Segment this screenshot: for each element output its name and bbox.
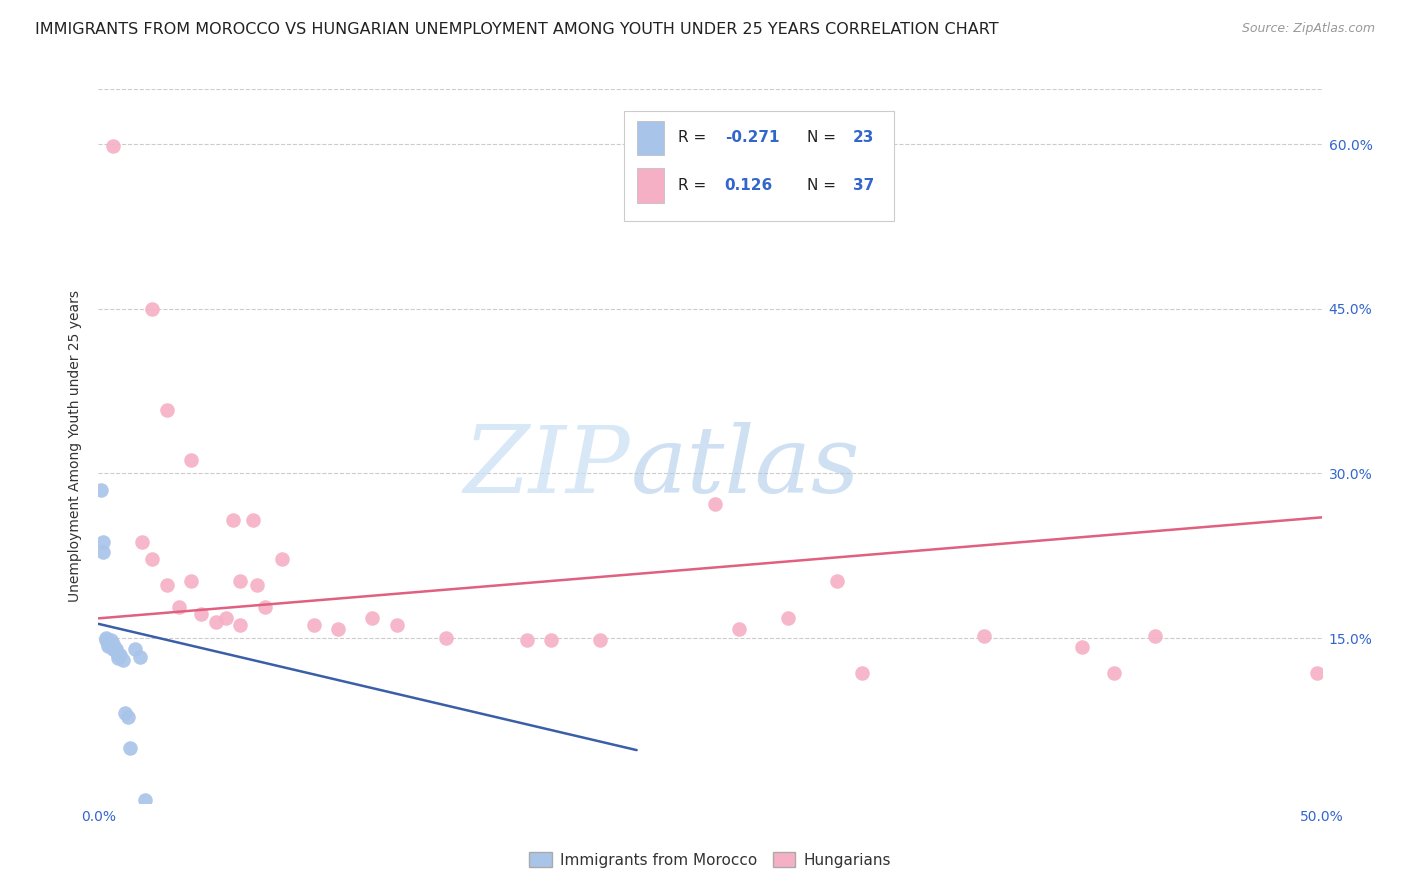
Point <box>229 574 252 588</box>
FancyBboxPatch shape <box>637 169 664 202</box>
Text: Source: ZipAtlas.com: Source: ZipAtlas.com <box>1241 22 1375 36</box>
Text: IMMIGRANTS FROM MOROCCO VS HUNGARIAN UNEMPLOYMENT AMONG YOUTH UNDER 25 YEARS COR: IMMIGRANTS FROM MOROCCO VS HUNGARIAN UNE… <box>35 22 998 37</box>
Point <box>728 623 751 637</box>
Text: 0.126: 0.126 <box>724 178 773 193</box>
Point <box>156 402 179 417</box>
Point <box>540 633 562 648</box>
Text: -0.271: -0.271 <box>724 130 779 145</box>
Point <box>1102 666 1125 681</box>
Point <box>385 618 408 632</box>
Point <box>229 618 252 632</box>
Point <box>973 629 995 643</box>
Point <box>1070 640 1092 654</box>
Point <box>100 633 122 648</box>
Point <box>242 512 264 526</box>
Point <box>253 600 276 615</box>
Text: R =: R = <box>678 130 711 145</box>
Point <box>114 706 136 720</box>
Point <box>214 611 236 625</box>
Point <box>141 552 163 566</box>
Text: R =: R = <box>678 178 716 193</box>
Point <box>90 483 112 497</box>
Point <box>97 637 120 651</box>
Point <box>190 607 212 621</box>
Point <box>110 648 132 662</box>
Point <box>120 740 142 755</box>
Point <box>101 139 124 153</box>
Point <box>302 618 325 632</box>
Point <box>434 631 457 645</box>
Point <box>703 497 725 511</box>
Point <box>180 574 202 588</box>
Text: N =: N = <box>807 178 841 193</box>
Text: 23: 23 <box>853 130 875 145</box>
Point <box>205 615 228 629</box>
Point <box>104 642 127 657</box>
Point <box>107 648 129 662</box>
Point <box>515 633 537 648</box>
Point <box>328 623 350 637</box>
Point <box>1144 629 1167 643</box>
Text: N =: N = <box>807 130 841 145</box>
Point <box>91 534 114 549</box>
Point <box>101 642 124 657</box>
Point <box>825 574 848 588</box>
Point <box>91 545 114 559</box>
Point <box>156 578 179 592</box>
Text: atlas: atlas <box>630 423 860 512</box>
Point <box>97 639 120 653</box>
Point <box>107 651 129 665</box>
Point <box>94 633 117 648</box>
Point <box>104 644 127 658</box>
Point <box>180 453 202 467</box>
Point <box>222 512 245 526</box>
Text: 37: 37 <box>853 178 875 193</box>
Point <box>117 710 139 724</box>
Point <box>131 534 153 549</box>
Point <box>124 642 146 657</box>
Text: ZIP: ZIP <box>464 423 630 512</box>
Legend: Immigrants from Morocco, Hungarians: Immigrants from Morocco, Hungarians <box>523 846 897 873</box>
Point <box>851 666 873 681</box>
Point <box>100 639 122 653</box>
Point <box>134 792 156 806</box>
Point <box>1306 666 1329 681</box>
Point <box>361 611 384 625</box>
Point <box>589 633 612 648</box>
FancyBboxPatch shape <box>624 111 894 221</box>
Point <box>778 611 800 625</box>
Point <box>101 637 124 651</box>
Point <box>246 578 269 592</box>
Y-axis label: Unemployment Among Youth under 25 years: Unemployment Among Youth under 25 years <box>69 290 83 602</box>
FancyBboxPatch shape <box>637 120 664 155</box>
Point <box>129 649 152 664</box>
Point <box>270 552 294 566</box>
Point <box>141 301 163 316</box>
Point <box>94 631 117 645</box>
Point <box>167 600 190 615</box>
Point <box>111 653 134 667</box>
